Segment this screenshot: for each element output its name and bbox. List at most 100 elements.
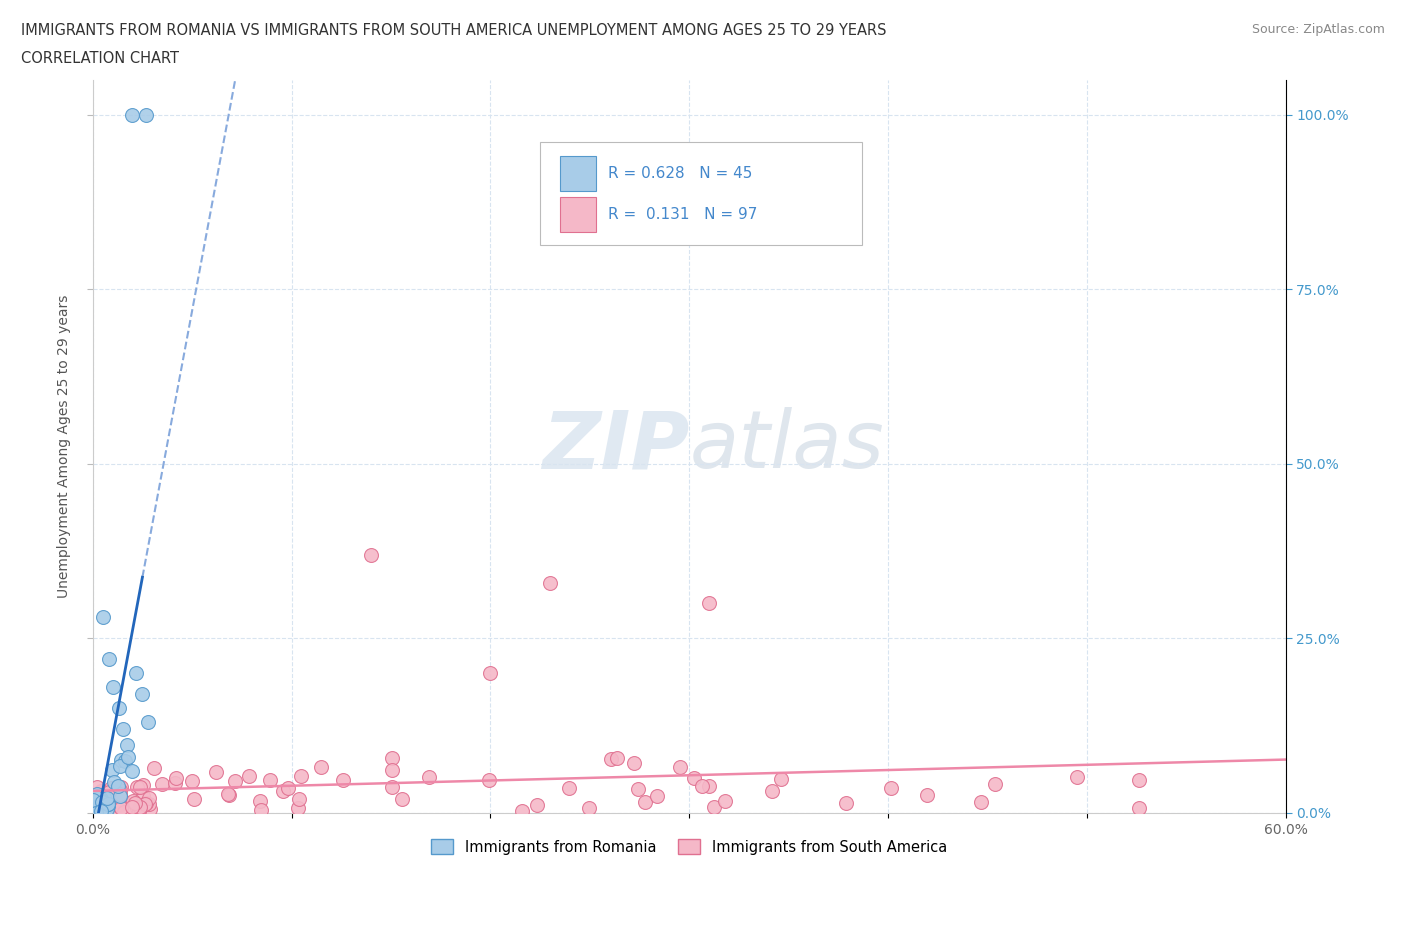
Point [682,771,704,786]
Point [84,790,107,805]
Point [94,796,117,811]
Point [224,774,246,789]
Point [984,777,1007,791]
Point [90,800,112,815]
Point [86,805,108,820]
Point [98,785,121,800]
Point [606,751,628,765]
Point [129,780,152,795]
Point [697,779,720,794]
Point [86,779,108,794]
Point [381,751,404,766]
Point [91,804,114,819]
Point [128,802,150,817]
Point [110,758,132,773]
Point [128,804,150,818]
Point [129,800,152,815]
Point [287,800,309,815]
Point [183,791,205,806]
Point [86,787,108,802]
Point [96,796,118,811]
Point [110,782,132,797]
Point [90,784,112,799]
Point [121,764,143,778]
Point [332,772,354,787]
Point [91,794,114,809]
Point [114,753,136,768]
Point [93,790,115,804]
Point [101,762,124,777]
Point [103,781,125,796]
Point [218,788,240,803]
Text: R = 0.628   N = 45: R = 0.628 N = 45 [609,166,752,181]
Point [970,794,993,809]
Point [83,795,105,810]
Point [117,750,139,764]
Point [526,797,548,812]
Point [288,791,311,806]
Point [107,700,129,715]
Text: IMMIGRANTS FROM ROMANIA VS IMMIGRANTS FROM SOUTH AMERICA UNEMPLOYMENT AMONG AGES: IMMIGRANTS FROM ROMANIA VS IMMIGRANTS FR… [21,23,887,38]
Point [97,799,120,814]
Point [89,796,111,811]
Point [121,108,143,123]
Point [380,779,402,794]
Point [250,803,273,817]
Point [121,800,143,815]
Point [108,789,131,804]
Point [138,714,160,729]
Point [139,802,162,817]
Point [165,776,187,790]
Point [879,781,901,796]
Point [96,790,118,805]
Text: CORRELATION CHART: CORRELATION CHART [21,51,179,66]
Point [131,686,153,701]
Text: R =  0.131   N = 97: R = 0.131 N = 97 [609,207,758,222]
Point [360,547,382,562]
Point [703,799,725,814]
Point [110,752,132,767]
Point [108,787,131,802]
Point [510,804,533,818]
Point [138,796,160,811]
Point [150,777,173,791]
Point [478,772,501,787]
Point [600,752,623,767]
Point [125,666,148,681]
Point [761,784,783,799]
Point [713,793,735,808]
Point [277,781,299,796]
Point [124,795,146,810]
Point [110,779,132,794]
Point [90,791,112,806]
Point [915,788,938,803]
Point [93,798,115,813]
Point [89,788,111,803]
Point [132,777,155,792]
Point [112,804,135,819]
Point [111,792,134,807]
Point [138,790,160,805]
Point [97,652,120,667]
Point [122,793,145,808]
Point [91,610,114,625]
Point [100,781,122,796]
Point [259,773,281,788]
Point [110,801,132,816]
Point [90,804,112,818]
Point [217,787,239,802]
Point [623,755,645,770]
FancyBboxPatch shape [540,142,862,245]
Point [645,788,668,803]
Point [309,759,332,774]
Point [690,779,713,794]
Point [1066,770,1088,785]
Point [165,771,187,786]
Text: ZIP: ZIP [541,407,689,485]
Point [90,795,112,810]
Point [634,795,657,810]
Point [1128,801,1150,816]
Point [135,795,157,810]
FancyBboxPatch shape [561,156,596,192]
Point [97,797,120,812]
